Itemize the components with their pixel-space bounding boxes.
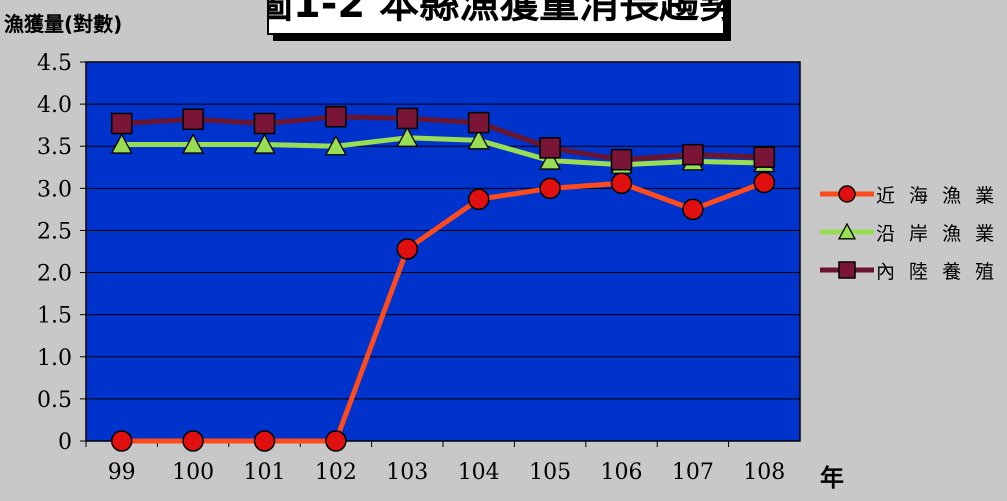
x-tick-label: 100 [172, 460, 214, 485]
legend-item: 內 陸 養 殖 [818, 251, 998, 289]
data-point [682, 143, 704, 166]
legend-symbol [820, 222, 874, 240]
y-tick-label: 3.5 [37, 135, 72, 160]
y-tick-label: 3.0 [37, 177, 72, 202]
data-point [753, 146, 776, 168]
data-point [682, 198, 704, 221]
data-point [467, 188, 490, 211]
data-point [324, 134, 347, 156]
data-point [396, 238, 419, 260]
data-point [396, 107, 419, 130]
x-tick-label: 102 [315, 460, 357, 485]
legend: 近 海 漁 業沿 岸 漁 業內 陸 養 殖 [818, 175, 998, 289]
data-point [467, 111, 490, 134]
y-tick-label: 1.0 [37, 346, 72, 371]
data-point [253, 430, 276, 452]
series-line [121, 135, 765, 168]
y-tick-label: 1.5 [37, 304, 72, 329]
y-axis-label: 漁獲量(對數) [4, 12, 123, 36]
y-tick-label: 4.0 [37, 93, 72, 118]
legend-item: 沿 岸 漁 業 [818, 213, 998, 251]
data-point [182, 108, 204, 131]
x-tick-label: 99 [108, 460, 136, 485]
y-tick-label: 0 [58, 430, 72, 455]
data-point [325, 105, 347, 128]
y-tick-label: 2.5 [37, 219, 72, 244]
x-tick-label: 107 [672, 460, 714, 485]
x-tick-label: 105 [529, 460, 571, 485]
data-point [539, 149, 562, 170]
x-tick-label: 103 [386, 460, 428, 485]
data-point [253, 133, 276, 154]
x-tick-label: 104 [458, 460, 500, 485]
data-point [110, 430, 133, 452]
legend-item: 近 海 漁 業 [818, 175, 998, 213]
x-axis-label: 年 [820, 464, 844, 492]
plot-area [85, 61, 801, 442]
data-point [110, 112, 133, 135]
series-line [121, 180, 766, 444]
x-tick-label: 101 [244, 460, 286, 485]
data-point [610, 148, 633, 171]
data-point [610, 172, 633, 195]
data-point [753, 171, 776, 194]
data-point [396, 126, 419, 147]
x-tick-label: 108 [743, 460, 785, 485]
legend-label: 近 海 漁 業 [876, 184, 999, 207]
legend-label: 沿 岸 漁 業 [876, 222, 999, 245]
chart-title: 圖1-2 本縣漁獲量消長趨勢 [267, 0, 725, 35]
x-tick-label: 106 [601, 460, 643, 485]
legend-label: 內 陸 養 殖 [876, 260, 999, 283]
data-point [539, 137, 561, 159]
data-point [253, 112, 276, 135]
data-point [838, 185, 856, 203]
data-point [837, 222, 857, 240]
y-tick-label: 4.5 [37, 51, 72, 76]
data-point [467, 128, 490, 150]
data-point [838, 261, 856, 279]
legend-symbol [820, 185, 874, 203]
y-tick-label: 0.5 [37, 388, 72, 413]
data-point [182, 133, 205, 154]
series-line [121, 114, 765, 163]
data-point [325, 430, 347, 452]
data-point [182, 430, 204, 452]
legend-symbol [820, 261, 874, 279]
data-point [110, 133, 133, 154]
y-tick-label: 2.0 [37, 262, 72, 287]
data-point [539, 177, 561, 200]
